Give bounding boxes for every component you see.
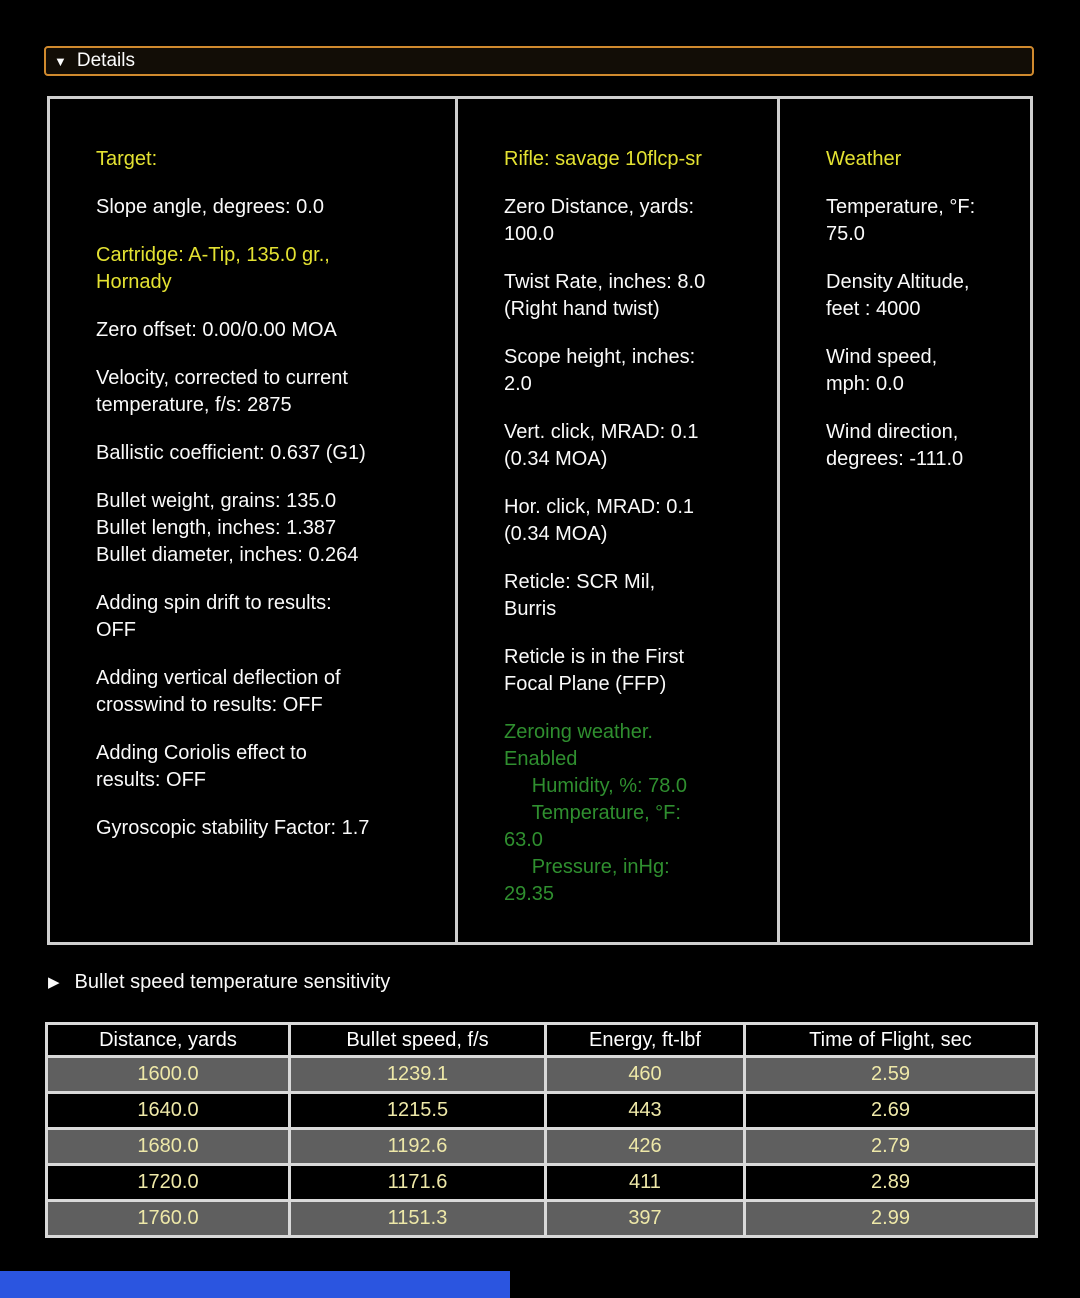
weather-info-paragraph: Wind speed, mph: 0.0	[826, 346, 938, 395]
rifle-info-paragraph: Reticle: SCR Mil, Burris	[504, 571, 656, 620]
weather-column: Weather Temperature, °F: 75.0 Density Alti…	[777, 99, 1030, 942]
collapse-arrow-icon: ▼	[54, 53, 67, 69]
table-cell: 2.99	[743, 1199, 1038, 1238]
target-info-paragraph: Velocity, corrected to current temperatu…	[96, 367, 348, 416]
target-info-paragraph: Cartridge: A-Tip, 135.0 gr., Hornady	[96, 244, 330, 293]
table-row: 1680.0 1192.6 426 2.79	[45, 1127, 1038, 1166]
details-section-header[interactable]: ▼ Details	[44, 46, 1034, 76]
table-row: 1720.0 1171.6 411 2.89	[45, 1163, 1038, 1202]
column-header-bullet-speed: Bullet speed, f/s	[288, 1022, 547, 1058]
target-info-paragraph: Slope angle, degrees: 0.0	[96, 196, 324, 218]
column-header-energy: Energy, ft-lbf	[544, 1022, 746, 1058]
target-info-paragraph: Target:	[96, 148, 158, 170]
rifle-info-paragraph: Reticle is in the First Focal Plane (FFP…	[504, 646, 685, 695]
table-cell: 1640.0	[45, 1091, 291, 1130]
target-info-paragraph: Adding Coriolis effect to results: OFF	[96, 742, 307, 791]
target-info-paragraph: Adding spin drift to results: OFF	[96, 592, 332, 641]
target-info-paragraph: Gyroscopic stability Factor: 1.7	[96, 817, 370, 839]
table-cell: 397	[544, 1199, 746, 1238]
table-cell: 1239.1	[288, 1055, 547, 1094]
table-cell: 460	[544, 1055, 746, 1094]
rifle-info-paragraph: Zero Distance, yards: 100.0	[504, 196, 695, 245]
target-column: Target: Slope angle, degrees: 0.0 Cartridg…	[50, 99, 455, 942]
bullet-speed-section-header[interactable]: ▶ Bullet speed temperature sensitivity	[48, 971, 390, 994]
weather-info-paragraph: Weather	[826, 148, 902, 170]
rifle-info-paragraph: Hor. click, MRAD: 0.1 (0.34 MOA)	[504, 496, 695, 545]
expand-arrow-icon: ▶	[48, 974, 60, 991]
table-cell: 1760.0	[45, 1199, 291, 1238]
bullet-speed-section-label: Bullet speed temperature sensitivity	[74, 971, 391, 993]
table-cell: 2.69	[743, 1091, 1038, 1130]
details-panel: Target: Slope angle, degrees: 0.0 Cartridg…	[47, 96, 1033, 945]
table-cell: 1720.0	[45, 1163, 291, 1202]
weather-info-paragraph: Wind direction, degrees: -111.0	[826, 421, 964, 470]
table-row: 1760.0 1151.3 397 2.99	[45, 1199, 1038, 1238]
weather-info-paragraph: Temperature, °F: 75.0	[826, 196, 976, 245]
table-cell: 1680.0	[45, 1127, 291, 1166]
table-cell: 1215.5	[288, 1091, 547, 1130]
table-row: 1600.0 1239.1 460 2.59	[45, 1055, 1038, 1094]
table-cell: 2.89	[743, 1163, 1038, 1202]
table-cell: 1171.6	[288, 1163, 547, 1202]
column-header-time-of-flight: Time of Flight, sec	[743, 1022, 1038, 1058]
table-cell: 1151.3	[288, 1199, 547, 1238]
rifle-info-paragraph: Vert. click, MRAD: 0.1 (0.34 MOA)	[504, 421, 699, 470]
target-info-paragraph: Ballistic coefficient: 0.637 (G1)	[96, 442, 366, 464]
table-cell: 1600.0	[45, 1055, 291, 1094]
rifle-info-paragraph: Scope height, inches: 2.0	[504, 346, 696, 395]
target-info-paragraph: Zero offset: 0.00/0.00 MOA	[96, 319, 337, 341]
details-label: Details	[76, 50, 135, 71]
table-cell: 1192.6	[288, 1127, 547, 1166]
rifle-info-paragraph: Zeroing weather. Enabled Humidity, %: 78…	[504, 721, 688, 905]
ballistics-table: Distance, yards Bullet speed, f/s Energy…	[45, 1022, 1038, 1238]
table-cell: 426	[544, 1127, 746, 1166]
table-cell: 443	[544, 1091, 746, 1130]
bottom-bar[interactable]	[0, 1271, 510, 1298]
weather-info-paragraph: Density Altitude, feet : 4000	[826, 271, 970, 320]
table-row: 1640.0 1215.5 443 2.69	[45, 1091, 1038, 1130]
table-cell: 2.79	[743, 1127, 1038, 1166]
table-header-row: Distance, yards Bullet speed, f/s Energy…	[45, 1022, 1038, 1058]
flight-table-body: 1600.0 1239.1 460 2.59 1640.0 1215.5 443 2.69 16…	[45, 1055, 1038, 1238]
rifle-info-paragraph: Rifle: savage 10flcp-sr	[504, 148, 702, 170]
table-cell: 2.59	[743, 1055, 1038, 1094]
target-info-paragraph: Adding vertical deflection of crosswind …	[96, 667, 341, 716]
table-cell: 411	[544, 1163, 746, 1202]
column-header-distance: Distance, yards	[45, 1022, 291, 1058]
rifle-info-paragraph: Twist Rate, inches: 8.0 (Right hand twis…	[504, 271, 706, 320]
rifle-column: Rifle: savage 10flcp-sr Zero Distance, ya…	[455, 99, 777, 942]
target-info-paragraph: Bullet weight, grains: 135.0 Bullet leng…	[96, 490, 359, 566]
